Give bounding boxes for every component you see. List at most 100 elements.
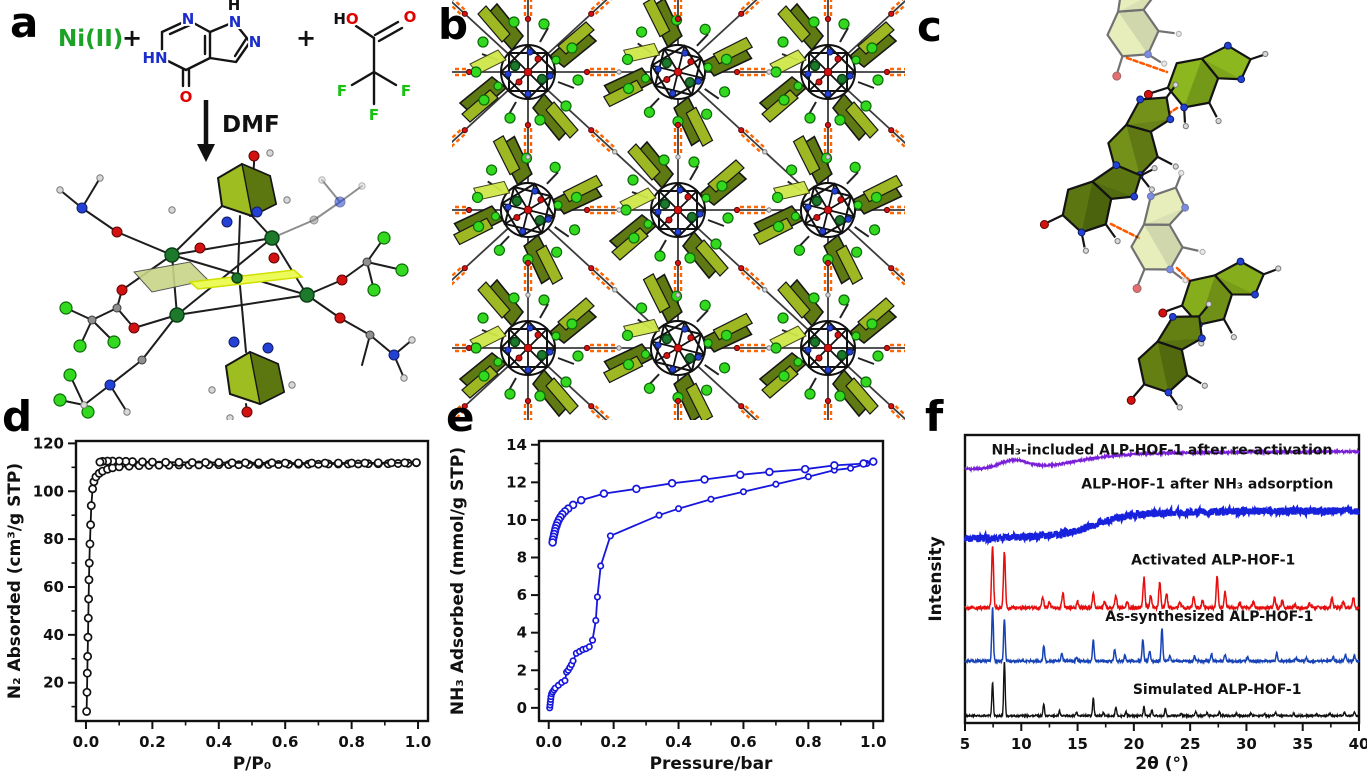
y-axis-label: NH₃ Adsorbed (mmol/g STP) bbox=[448, 447, 468, 715]
x-tick-label: 0.2 bbox=[139, 733, 166, 751]
y-tick-label: 6 bbox=[517, 586, 527, 604]
y-tick-label: 80 bbox=[43, 530, 64, 548]
x-tick-label: 5 bbox=[960, 735, 970, 753]
x-tick-label: 0.8 bbox=[338, 733, 365, 751]
plot-frame bbox=[74, 439, 430, 723]
tfa-F2: F bbox=[401, 82, 411, 100]
plus-sign-2: + bbox=[296, 24, 316, 52]
panel-f-pxrd-patterns: 5 10 15 20 25 30 35 40 Simulated ALP-HOF-1 As-syn… bbox=[925, 405, 1367, 777]
plus-sign: + bbox=[122, 24, 142, 52]
y-axis-label: N₂ Absorded (cm³/g STP) bbox=[5, 463, 25, 699]
hydrogen-bond bbox=[744, 267, 766, 287]
metal-label: Ni(II) bbox=[58, 26, 123, 52]
xrd-trace bbox=[963, 503, 1360, 546]
x-tick-label: 0.4 bbox=[665, 733, 692, 751]
panel-e-nh3-isotherm: 0.0 0.2 0.4 0.6 0.8 1.0 0 2 4 6 8 10 12 14 Pressure/ba… bbox=[445, 405, 925, 777]
xrd-trace bbox=[964, 661, 1360, 720]
panel-label-b: b bbox=[438, 0, 469, 49]
hbond-chain-graphic bbox=[1035, 0, 1283, 420]
xrd-series-label: ALP-HOF-1 after NH₃ adsorption bbox=[1081, 476, 1333, 492]
hydrogen-bond bbox=[594, 267, 616, 287]
axis-ticks: 5 10 15 20 25 30 35 40 bbox=[960, 723, 1367, 753]
xrd-trace bbox=[964, 447, 1360, 474]
x-tick-label: 1.0 bbox=[860, 733, 887, 751]
cluster-atoms bbox=[53, 149, 416, 420]
xrd-series-label: NH₃-included ALP-HOF-1 after re-activati… bbox=[992, 443, 1333, 459]
allopurinol-N-pyrazole-top: N bbox=[229, 13, 242, 31]
panel-b-crystal-packing bbox=[452, 0, 905, 420]
y-tick-label: 120 bbox=[33, 434, 64, 452]
packing-hydrogen-bonds bbox=[452, 0, 905, 420]
panel-label-a: a bbox=[10, 0, 39, 47]
y-tick-label: 60 bbox=[43, 578, 64, 596]
x-axis-label: Pressure/bar bbox=[650, 754, 773, 774]
x-tick-label: 35 bbox=[1292, 735, 1313, 753]
y-tick-label: 4 bbox=[517, 624, 527, 642]
x-tick-label: 0.4 bbox=[206, 733, 233, 751]
y-tick-label: 14 bbox=[506, 436, 527, 454]
allopurinol-N-top: N bbox=[182, 10, 195, 28]
y-tick-label: 40 bbox=[43, 626, 64, 644]
isotherm-line bbox=[85, 461, 417, 712]
allopurinol-structure: N HN O H N N bbox=[140, 0, 263, 108]
allopurinol-O-bottom: O bbox=[180, 88, 193, 106]
x-tick-label: 0.2 bbox=[600, 733, 627, 751]
isotherm-markers bbox=[95, 456, 421, 468]
y-tick-label: 8 bbox=[517, 549, 527, 567]
tfa-F3: F bbox=[369, 106, 379, 124]
x-tick-label: 0.6 bbox=[730, 733, 757, 751]
y-tick-label: 10 bbox=[506, 511, 527, 529]
xrd-series-label: Simulated ALP-HOF-1 bbox=[1133, 682, 1302, 698]
hydrogen-bond bbox=[744, 129, 766, 149]
hydrogen-bond bbox=[590, 271, 612, 291]
panel-label-e: e bbox=[446, 392, 475, 441]
x-tick-label: 25 bbox=[1180, 735, 1201, 753]
axis-ticks: 0.0 0.2 0.4 0.6 0.8 1.0 0 2 4 6 8 10 12 14 bbox=[506, 436, 886, 751]
x-tick-label: 1.0 bbox=[405, 733, 432, 751]
allopurinol-HN-left: HN bbox=[142, 49, 167, 67]
synthesis-scheme-graphic: Ni(II) + N HN O H N N + bbox=[53, 0, 418, 420]
y-tick-label: 20 bbox=[43, 674, 64, 692]
x-tick-label: 10 bbox=[1011, 735, 1032, 753]
panel-d-n2-isotherm: 0.0 0.2 0.4 0.6 0.8 1.0 20 40 60 80 100 120 P/P₀ N₂ A… bbox=[0, 405, 445, 777]
panel-a-synthesis-scheme: Ni(II) + N HN O H N N + bbox=[0, 0, 452, 420]
chain-molecules bbox=[1035, 0, 1283, 420]
n2-isotherm-chart: 0.0 0.2 0.4 0.6 0.8 1.0 20 40 60 80 100 120 P/P₀ N₂ A… bbox=[5, 434, 432, 774]
x-tick-label: 0.0 bbox=[535, 733, 562, 751]
xrd-trace bbox=[964, 546, 1360, 613]
x-axis-label: P/P₀ bbox=[233, 754, 272, 774]
x-tick-label: 0.6 bbox=[272, 733, 299, 751]
y-axis-label: Intensity bbox=[926, 536, 946, 621]
y-tick-label: 2 bbox=[517, 661, 527, 679]
x-tick-label: 0.8 bbox=[795, 733, 822, 751]
x-tick-label: 0.0 bbox=[73, 733, 100, 751]
tfa-F1: F bbox=[337, 82, 347, 100]
panel-label-d: d bbox=[2, 392, 33, 441]
packing-clusters bbox=[452, 0, 905, 420]
x-tick-label: 15 bbox=[1067, 735, 1088, 753]
isotherm-markers bbox=[82, 458, 421, 716]
solvent-label: DMF bbox=[222, 112, 280, 138]
y-tick-label: 100 bbox=[33, 482, 64, 500]
xrd-series-label: Activated ALP-HOF-1 bbox=[1131, 553, 1295, 569]
isotherm-markers bbox=[548, 457, 878, 547]
hydrogen-bond bbox=[590, 133, 612, 153]
allopurinolate-plate-edge-on bbox=[188, 269, 304, 290]
hydrogen-bond bbox=[740, 271, 762, 291]
hydrogen-bond bbox=[740, 133, 762, 153]
reaction-arrow: DMF bbox=[197, 100, 280, 162]
x-tick-label: 30 bbox=[1236, 735, 1257, 753]
pxrd-chart: 5 10 15 20 25 30 35 40 Simulated ALP-HOF-1 As-syn… bbox=[926, 433, 1367, 774]
axis-ticks: 0.0 0.2 0.4 0.6 0.8 1.0 20 40 60 80 100 120 bbox=[33, 434, 432, 751]
x-tick-label: 20 bbox=[1123, 735, 1144, 753]
allopurinol-N-pyrazole-right: N bbox=[249, 33, 262, 51]
hydrogen-bond bbox=[594, 129, 616, 149]
x-axis-label: 2θ (°) bbox=[1135, 754, 1188, 774]
tfa-structure: HO O F F F bbox=[331, 6, 418, 126]
nickel-cluster-structure bbox=[53, 149, 416, 420]
allopurinol-H-pyrazole: H bbox=[228, 0, 241, 14]
y-tick-label: 12 bbox=[506, 473, 527, 491]
y-tick-label: 0 bbox=[517, 699, 527, 717]
crystal-packing-graphic bbox=[452, 0, 905, 420]
